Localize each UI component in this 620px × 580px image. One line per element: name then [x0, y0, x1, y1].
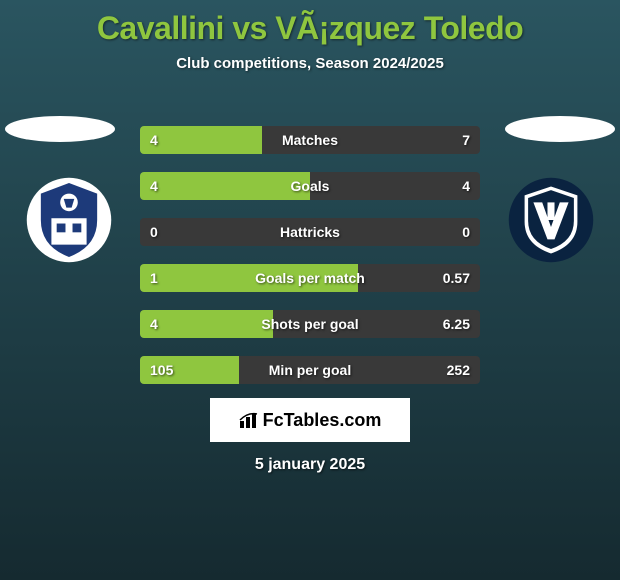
team-logo-left — [25, 176, 113, 264]
stats-bars: 47Matches 44Goals 00Hattricks 10.57Goals pe… — [140, 126, 480, 402]
chart-icon — [239, 411, 261, 429]
stat-label: Goals per match — [140, 264, 480, 292]
stat-row: 47Matches — [140, 126, 480, 154]
stat-label: Min per goal — [140, 356, 480, 384]
watermark-text: FcTables.com — [263, 410, 382, 431]
stat-row: 44Goals — [140, 172, 480, 200]
infographic-root: Cavallini vs VÃ¡zquez Toledo Club compet… — [0, 0, 620, 580]
stat-label: Matches — [140, 126, 480, 154]
shield-icon — [507, 176, 595, 264]
stat-row: 00Hattricks — [140, 218, 480, 246]
stat-label: Hattricks — [140, 218, 480, 246]
team-logo-right — [507, 176, 595, 264]
fctables-logo: FcTables.com — [239, 410, 382, 431]
shield-icon — [25, 176, 113, 264]
page-title: Cavallini vs VÃ¡zquez Toledo — [0, 0, 620, 47]
stat-row: 105252Min per goal — [140, 356, 480, 384]
ellipse-right — [505, 116, 615, 142]
stat-label: Shots per goal — [140, 310, 480, 338]
ellipse-left — [5, 116, 115, 142]
watermark: FcTables.com — [210, 398, 410, 442]
stat-row: 10.57Goals per match — [140, 264, 480, 292]
date-label: 5 january 2025 — [0, 456, 620, 474]
stat-row: 46.25Shots per goal — [140, 310, 480, 338]
page-subtitle: Club competitions, Season 2024/2025 — [0, 55, 620, 72]
stat-label: Goals — [140, 172, 480, 200]
